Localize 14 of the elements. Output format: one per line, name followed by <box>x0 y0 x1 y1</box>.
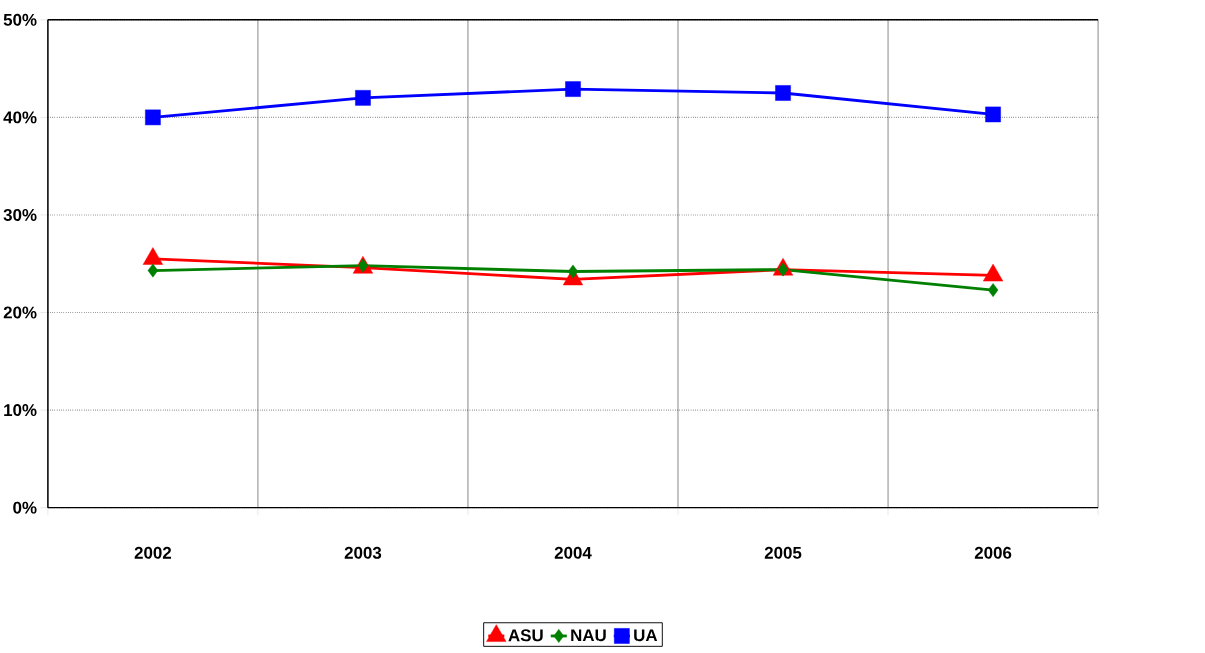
x-tick-label: 2004 <box>554 546 592 559</box>
y-tick-label: 0% <box>13 501 37 514</box>
x-tick-label: 2002 <box>134 546 172 559</box>
y-tick-label: 50% <box>3 13 37 26</box>
y-tick-label: 10% <box>4 404 37 417</box>
x-tick-label: 2003 <box>344 546 382 559</box>
y-tick-label: 30% <box>3 208 37 221</box>
x-tick-label: 2006 <box>974 546 1012 559</box>
legend-label: UA <box>634 629 658 642</box>
legend-label: ASU <box>508 629 543 642</box>
y-tick-label: 20% <box>3 306 37 319</box>
legend-label: NAU <box>571 629 606 642</box>
x-tick-label: 2005 <box>764 546 802 559</box>
y-tick-label: 40% <box>3 111 37 124</box>
